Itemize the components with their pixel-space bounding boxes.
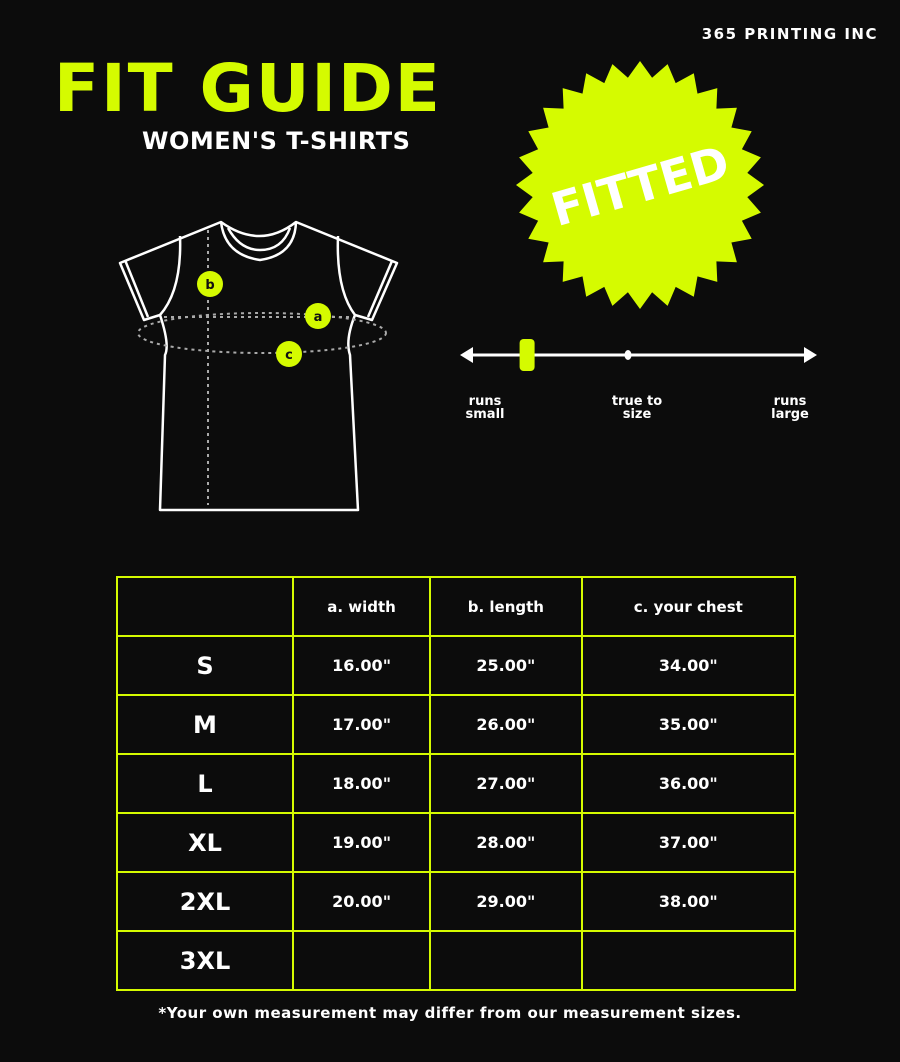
label-a: a — [314, 310, 323, 325]
brand-name: 365 PRINTING INC — [701, 25, 878, 43]
label-b: b — [205, 278, 214, 293]
footnote: *Your own measurement may differ from ou… — [158, 1004, 742, 1022]
measurement-cell — [580, 930, 797, 991]
size-cell: M — [116, 694, 294, 755]
label-true-to-size: true to size — [611, 394, 663, 422]
measurement-cell: 20.00" — [291, 871, 432, 932]
tshirt-diagram: b a c — [118, 220, 399, 512]
table-header-row: a. width b. length c. your chest — [116, 576, 797, 637]
header-length: b. length — [429, 576, 583, 637]
header-chest: c. your chest — [580, 576, 797, 637]
fit-marker — [519, 339, 535, 371]
table-row: M 17.00" 26.00" 35.00" — [116, 694, 797, 755]
size-cell: S — [116, 635, 294, 696]
label-runs-large: runs large — [771, 394, 809, 422]
measurement-cell: 18.00" — [291, 753, 432, 814]
starburst-shape — [516, 61, 764, 309]
measurement-cell: 19.00" — [291, 812, 432, 873]
arrow-left-icon — [460, 347, 473, 363]
measurement-cell — [429, 930, 583, 991]
measurement-cell: 27.00" — [429, 753, 583, 814]
fitted-badge: FITTED — [516, 61, 764, 309]
size-table: a. width b. length c. your chest S 16.00"… — [116, 576, 797, 991]
label-c: c — [285, 348, 293, 363]
size-cell: L — [116, 753, 294, 814]
label-runs-small: runs small — [465, 394, 505, 422]
measurement-cell: 38.00" — [580, 871, 797, 932]
measurement-cell: 36.00" — [580, 753, 797, 814]
measurement-cell: 35.00" — [580, 694, 797, 755]
measurement-cell: 28.00" — [429, 812, 583, 873]
tshirt-outline-icon — [118, 220, 399, 512]
table-row: 3XL — [116, 930, 797, 991]
header-size — [116, 576, 294, 637]
measurement-cell: 29.00" — [429, 871, 583, 932]
table-row: L 18.00" 27.00" 36.00" — [116, 753, 797, 814]
measurement-cell — [291, 930, 432, 991]
table-row: S 16.00" 25.00" 34.00" — [116, 635, 797, 696]
measurement-cell: 25.00" — [429, 635, 583, 696]
table-row: 2XL 20.00" 29.00" 38.00" — [116, 871, 797, 932]
header-width: a. width — [291, 576, 432, 637]
measurement-cell: 34.00" — [580, 635, 797, 696]
arrow-right-icon — [804, 347, 817, 363]
page-subtitle: WOMEN'S T-SHIRTS — [142, 127, 411, 155]
size-cell: 2XL — [116, 871, 294, 932]
measurement-cell: 17.00" — [291, 694, 432, 755]
table-row: XL 19.00" 28.00" 37.00" — [116, 812, 797, 873]
measurement-cell: 16.00" — [291, 635, 432, 696]
measurement-cell: 37.00" — [580, 812, 797, 873]
size-cell: 3XL — [116, 930, 294, 991]
page-title: FIT GUIDE — [54, 50, 442, 127]
measurement-cell: 26.00" — [429, 694, 583, 755]
true-to-size-tick — [624, 350, 632, 360]
size-cell: XL — [116, 812, 294, 873]
fit-scale — [460, 339, 817, 371]
